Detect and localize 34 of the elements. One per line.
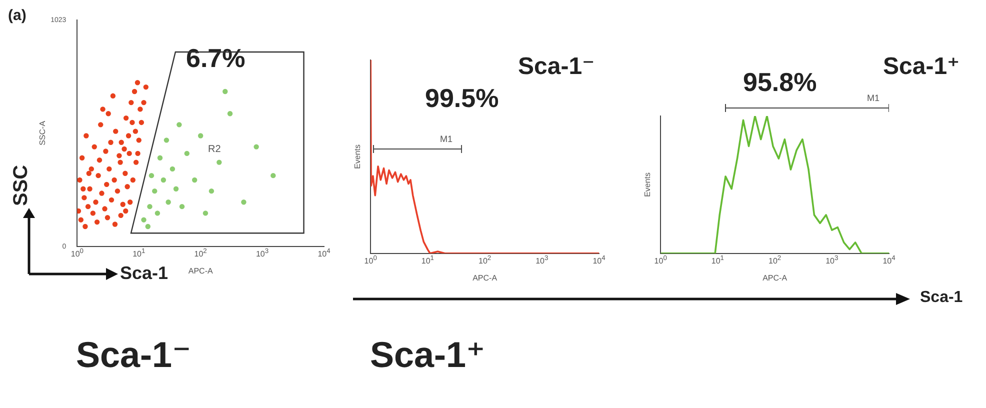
y-axis-title: Events [353, 144, 362, 169]
text: 95.8% [743, 67, 817, 97]
x-tick-label: 10$^{0}$ [364, 255, 377, 266]
annotation: R2 [208, 144, 221, 155]
y-axis-title: Events [643, 172, 652, 197]
chart-title: Sca-1⁻ [518, 52, 595, 81]
text: Sca-1⁻ [76, 334, 192, 375]
x-tick-label: 10$^{2}$ [194, 248, 207, 260]
text: (a) [8, 7, 26, 24]
x-axis-title: APC-A [472, 273, 498, 282]
x-tick-label: 10$^{4}$ [882, 255, 896, 266]
x-tick-label: 10$^{4}$ [592, 255, 606, 266]
x-tick-label: 10$^{1}$ [421, 255, 434, 266]
x-axis-title: APC-A [188, 266, 214, 276]
text: Sca-1⁺ [370, 334, 486, 375]
x-tick-label: 10$^{0}$ [654, 255, 667, 266]
text: M1 [867, 92, 880, 104]
x-tick-label: 10$^{1}$ [711, 255, 724, 266]
annotation: M1 [440, 134, 452, 145]
x-tick-label: 10$^{1}$ [132, 248, 146, 260]
x-tick-label: 10$^{3}$ [536, 255, 548, 266]
text: SSC [10, 164, 32, 206]
annotation: 99.5% [425, 83, 499, 113]
x-tick-label: 10$^{3}$ [256, 248, 269, 260]
chart-title: Sca-1⁺ [883, 52, 960, 81]
text: Sca-1 [920, 289, 963, 307]
x-axis-title: APC-A [762, 273, 788, 282]
x-tick-label: 10$^{0}$ [70, 248, 84, 260]
x-tick-label: 10$^{4}$ [318, 248, 330, 260]
x-tick-label: 10$^{2}$ [478, 255, 492, 266]
y-axis-title: SSC-A [38, 120, 48, 146]
text: Sca-1 [120, 263, 168, 284]
x-tick-label: 10$^{3}$ [826, 255, 838, 266]
x-tick-label: 10$^{2}$ [768, 255, 782, 266]
